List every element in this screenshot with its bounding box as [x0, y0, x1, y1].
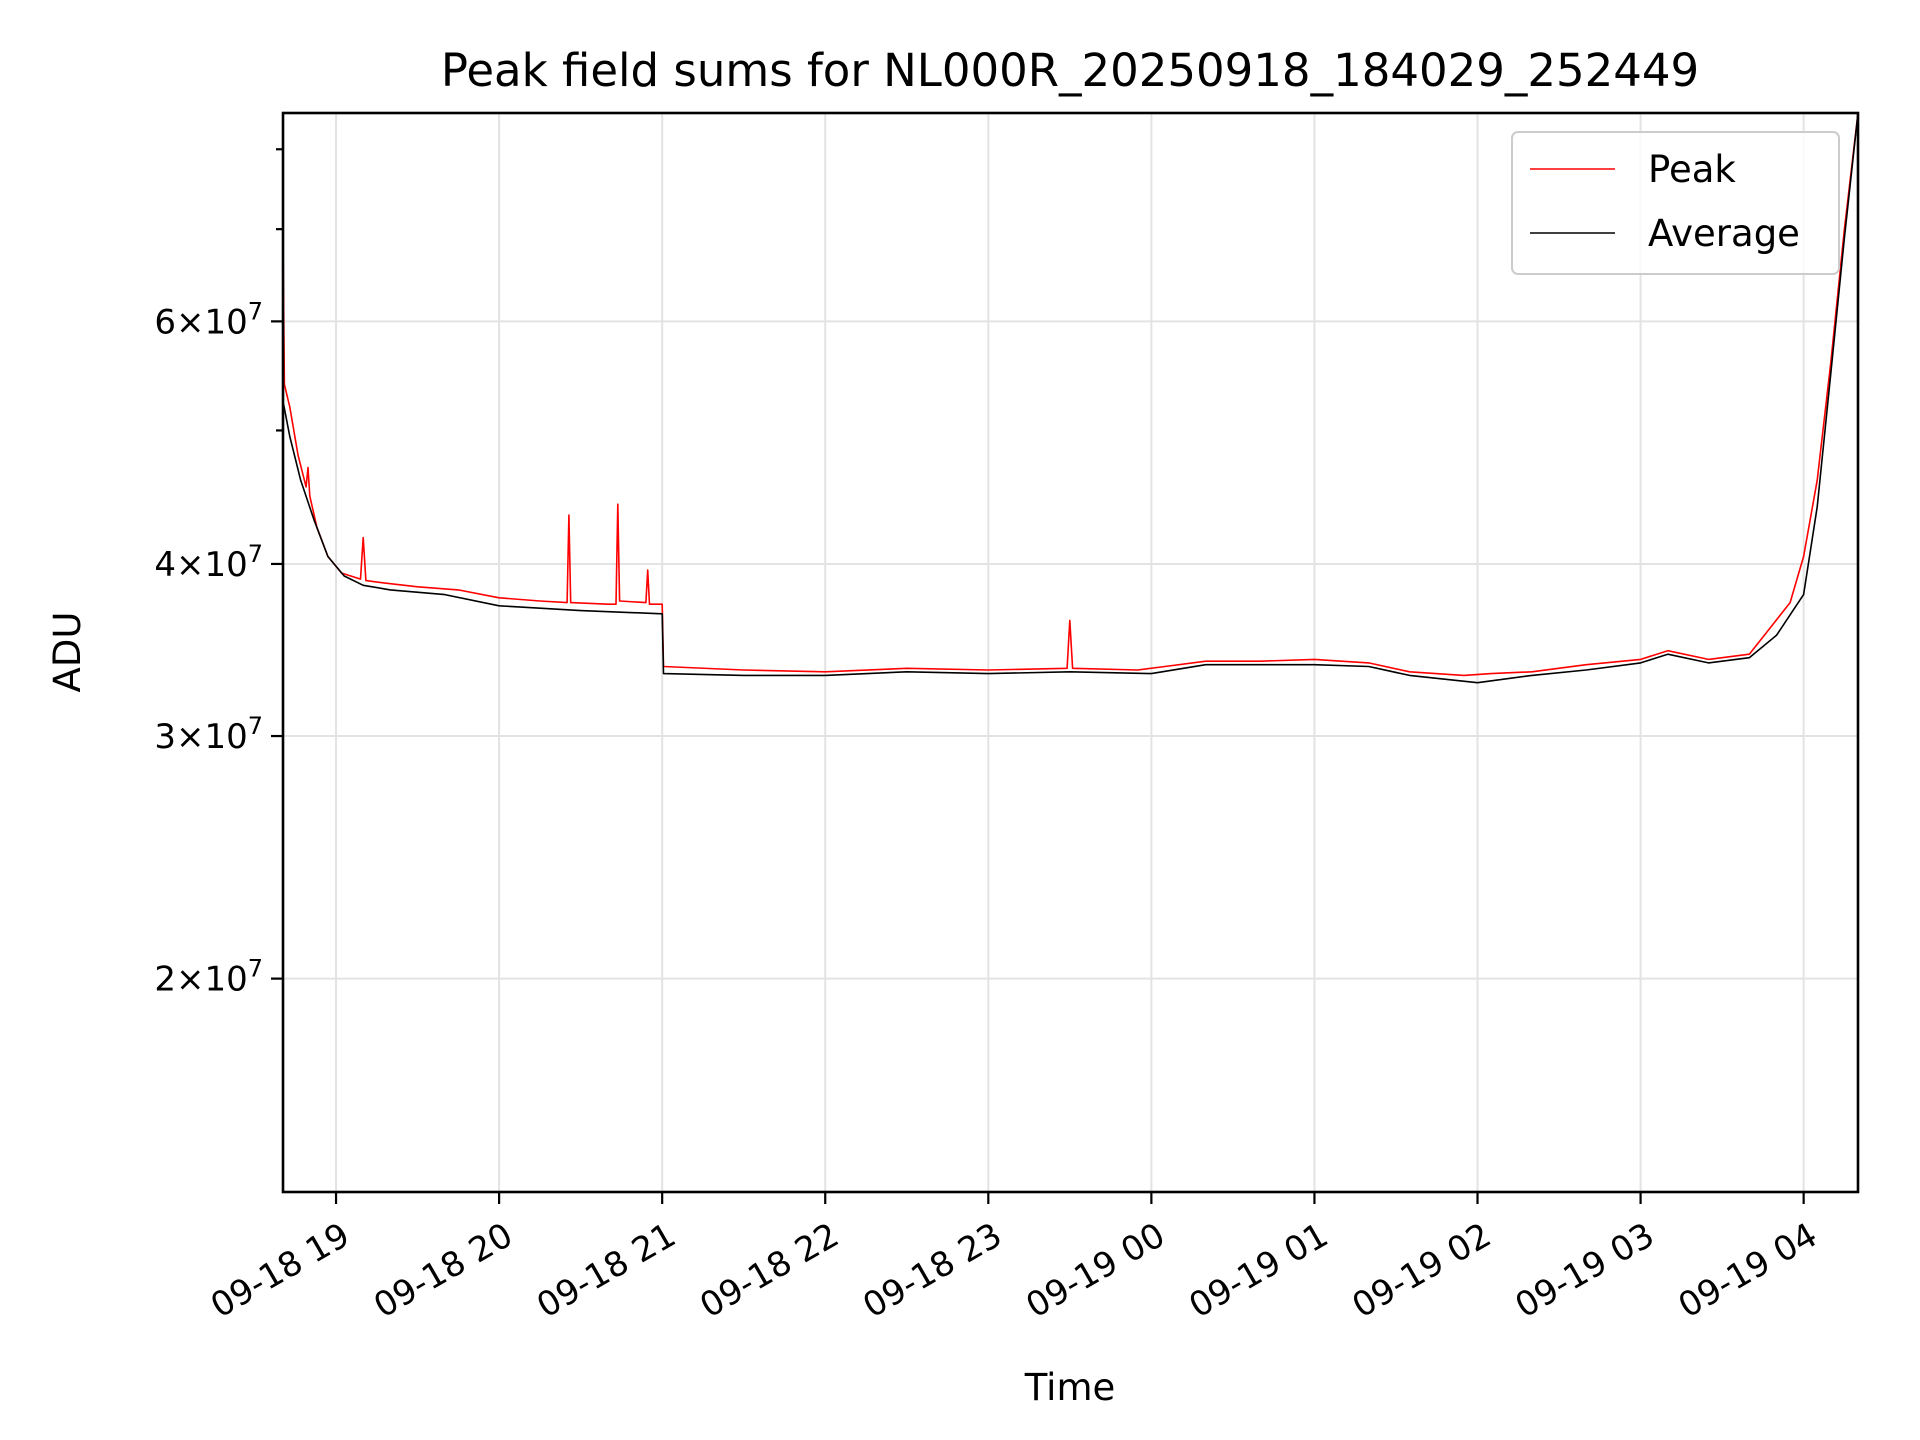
y-tick-label-1: 3×107: [154, 712, 263, 757]
series-layer: [283, 113, 1858, 684]
legend-box: [1511, 131, 1840, 275]
y-tick-label-0: 2×107: [154, 955, 263, 1000]
plot-frame: [281, 111, 1860, 1194]
legend-label-peak: Peak: [1648, 148, 1736, 191]
legend-label-average: Average: [1648, 212, 1800, 255]
y-tick-label-2: 4×107: [154, 540, 263, 585]
series-line-average: [283, 113, 1858, 684]
chart-title: Peak field sums for NL000R_20250918_1840…: [441, 44, 1699, 97]
y-tick-label-3: 6×107: [154, 297, 263, 342]
grid: [283, 113, 1858, 1192]
y-axis-ticks: 2×107 3×107 4×107 6×107: [154, 148, 283, 1000]
legend: Peak Average: [1511, 131, 1840, 275]
y-axis-label: ADU: [46, 612, 89, 693]
x-axis-label: Time: [1024, 1366, 1116, 1409]
